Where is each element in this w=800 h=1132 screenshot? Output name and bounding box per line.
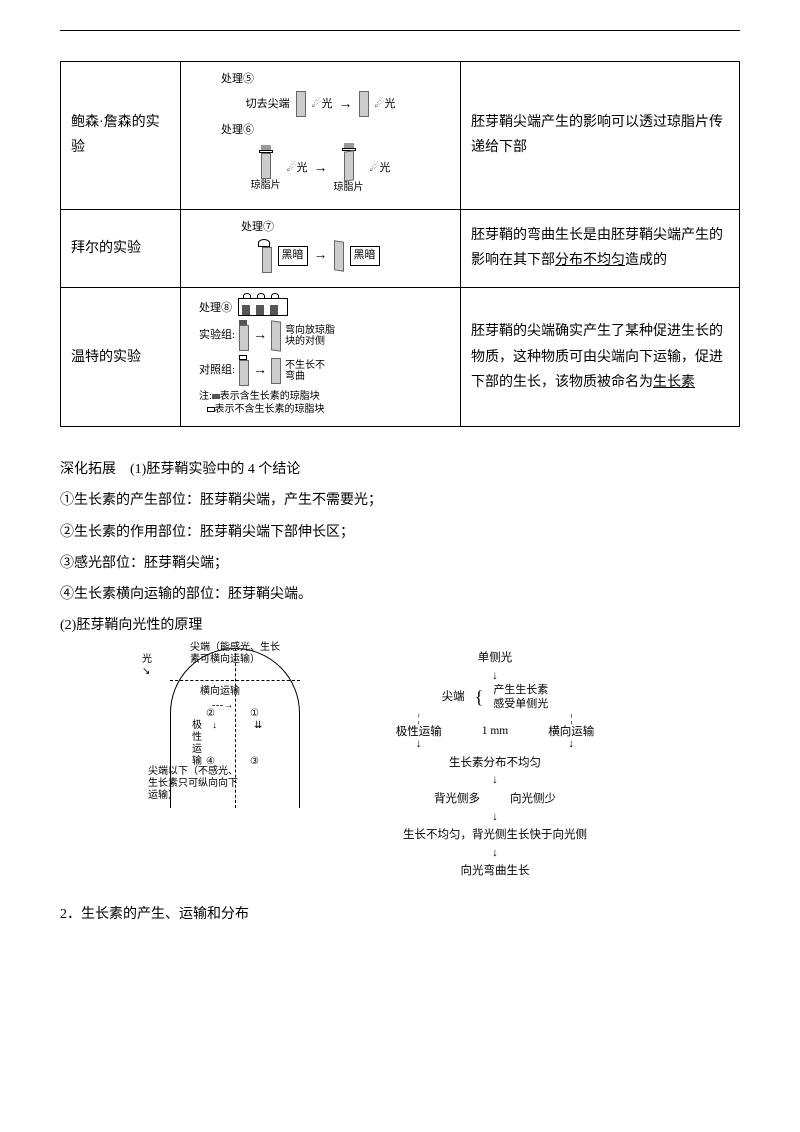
down-arrow-icon: ↓ [340, 671, 650, 683]
down-arrow-icon: ↓ [212, 720, 217, 732]
agar-label: 琼脂片 [251, 179, 281, 193]
diagram-cell: 处理⑤ 切去尖端 ☄光 → ☄光 处理⑥ 琼脂片 [181, 62, 461, 210]
dash-down-icon: ¦ [570, 713, 572, 726]
experiment-name-cell: 拜尔的实验 [61, 209, 181, 287]
note-prefix: 注: [199, 391, 212, 402]
cut-tip-label: 切去尖端 [246, 97, 290, 112]
flow-node: 向光弯曲生长 [461, 861, 530, 882]
note-text: 表示不含生长素的琼脂块 [215, 404, 325, 415]
below-tip-label: 尖端以下（不感光、生长素只可纵向向下运输） [148, 766, 238, 802]
no-grow-label: 不生长不弯曲 [285, 360, 330, 382]
process-label: 处理⑦ [241, 220, 450, 235]
dash-down-arrow-icon: ↓ [568, 738, 574, 751]
dark-label: 黑暗 [278, 246, 308, 265]
circle-number: ③ [250, 756, 259, 768]
coleoptile-icon [359, 91, 369, 117]
arrow-icon: → [253, 326, 267, 346]
dome-illustration: 光↘ 尖端（能感光、生长素可横向运输） 横向运输 - - - → ② ① 极性运… [150, 648, 320, 808]
light-icon: ☄光 [312, 97, 333, 112]
down-arrow-icon: ↓ [340, 848, 650, 860]
agar-label: 琼脂片 [334, 181, 364, 195]
diagram-cell: 处理⑦ 黑暗 → 黑暗 [181, 209, 461, 287]
process-label: 处理⑧ [199, 301, 232, 316]
coleoptile-icon [261, 153, 271, 179]
exp-group-label: 实验组: [199, 328, 235, 343]
table-row: 鲍森·詹森的实验 处理⑤ 切去尖端 ☄光 → ☄光 处理⑥ [61, 62, 740, 210]
conclusion-item: ②生长素的作用部位：胚芽鞘尖端下部伸长区； [60, 520, 740, 545]
agar-block-filled-icon [212, 394, 220, 399]
table-row: 温特的实验 处理⑧ 实验组: → [61, 288, 740, 427]
circle-number: ① [250, 708, 259, 720]
top-rule [60, 30, 740, 31]
flow-node: 极性运输 [396, 726, 442, 739]
tip-label: 尖端（能感光、生长素可横向运输） [190, 642, 280, 666]
polar-transport-label: 极性运输 [192, 720, 206, 768]
arrow-icon: → [314, 246, 328, 266]
bracket-item: 感受单侧光 [493, 698, 548, 711]
phototropism-principle-diagram: 光↘ 尖端（能感光、生长素可横向运输） 横向运输 - - - → ② ① 极性运… [94, 648, 706, 882]
coleoptile-bent-icon [334, 240, 344, 271]
flow-node: 横向运输 [548, 726, 594, 739]
flow-node: 生长素分布不均匀 [449, 753, 541, 774]
conclusion-cell: 胚芽鞘的尖端确实产生了某种促进生长的物质，这种物质可由尖端向下运输，促进下部的生… [461, 288, 740, 427]
arrow-icon: → [339, 95, 353, 115]
bracket-item: 产生生长素 [493, 684, 548, 697]
dash-down-icon: ¦ [418, 713, 420, 726]
deepening-title: 深化拓展 (1)胚芽鞘实验中的 4 个结论 [60, 457, 740, 482]
process-label: 处理⑤ [221, 72, 450, 87]
experiments-table: 鲍森·詹森的实验 处理⑤ 切去尖端 ☄光 → ☄光 处理⑥ [60, 61, 740, 427]
coleoptile-icon [296, 91, 306, 117]
subtitle: (2)胚芽鞘向光性的原理 [60, 613, 740, 638]
experiment-name-cell: 鲍森·詹森的实验 [61, 62, 181, 210]
coleoptile-icon [239, 360, 249, 386]
tip-offset-icon [258, 239, 270, 247]
one-mm-label: 1 mm [482, 721, 509, 742]
down-arrow-icon: ↓ [340, 775, 650, 787]
flow-chart: 单侧光 ↓ 尖端 { 产生生长素 感受单侧光 ¦ 极性运输 ↓ 1 mm ¦ 横… [340, 648, 650, 882]
note-text: 表示含生长素的琼脂块 [220, 391, 320, 402]
conclusion-item: ①生长素的产生部位：胚芽鞘尖端，产生不需要光； [60, 488, 740, 513]
conclusion-cell: 胚芽鞘尖端产生的影响可以透过琼脂片传递给下部 [461, 62, 740, 210]
circle-number: ② [206, 708, 215, 720]
bracket-icon: { [475, 693, 484, 702]
diagram-cell: 处理⑧ 实验组: → 弯向放琼脂块的对侧 [181, 288, 461, 427]
conclusion-item: ④生长素横向运输的部位：胚芽鞘尖端。 [60, 582, 740, 607]
bend-result-label: 弯向放琼脂块的对侧 [285, 325, 335, 347]
section-heading: 2．生长素的产生、运输和分布 [60, 902, 740, 927]
dash-arrow-icon: - - - → [212, 700, 233, 712]
horiz-transport-label: 横向运输 [200, 686, 240, 698]
flow-node: 生长不均匀，背光侧生长快于向光侧 [403, 825, 587, 846]
coleoptile-icon [239, 325, 249, 351]
light-icon: ☄光 [287, 161, 308, 176]
process-label: 处理⑥ [221, 123, 450, 138]
arrow-icon: → [253, 361, 267, 381]
coleoptile-bent-icon [271, 320, 281, 351]
light-icon: ☄光 [370, 161, 391, 176]
down-arrow-icon: ⇊ [254, 720, 262, 732]
flow-node: 单侧光 [478, 648, 513, 669]
down-arrow-icon: ↓ [340, 812, 650, 824]
conclusion-item: ③感光部位：胚芽鞘尖端； [60, 551, 740, 576]
arrow-icon: → [314, 159, 328, 179]
dark-label: 黑暗 [350, 246, 380, 265]
flow-node: 向光侧少 [510, 789, 556, 810]
coleoptile-icon [262, 247, 272, 273]
table-row: 拜尔的实验 处理⑦ 黑暗 → 黑暗 胚芽鞘的弯曲生长是由胚芽鞘尖端产生的影响在其… [61, 209, 740, 287]
experiment-name-cell: 温特的实验 [61, 288, 181, 427]
coleoptile-icon [271, 358, 281, 384]
agar-block-empty-icon [207, 407, 215, 412]
flow-node: 尖端 [442, 687, 465, 708]
flow-node: 背光侧多 [434, 789, 480, 810]
ctrl-group-label: 对照组: [199, 363, 235, 378]
conclusion-cell: 胚芽鞘的弯曲生长是由胚芽鞘尖端产生的影响在其下部分布不均匀造成的 [461, 209, 740, 287]
light-label: 光↘ [142, 654, 152, 678]
light-icon: ☄光 [375, 97, 396, 112]
dash-down-arrow-icon: ↓ [416, 738, 422, 751]
coleoptile-bent-icon [344, 150, 354, 181]
